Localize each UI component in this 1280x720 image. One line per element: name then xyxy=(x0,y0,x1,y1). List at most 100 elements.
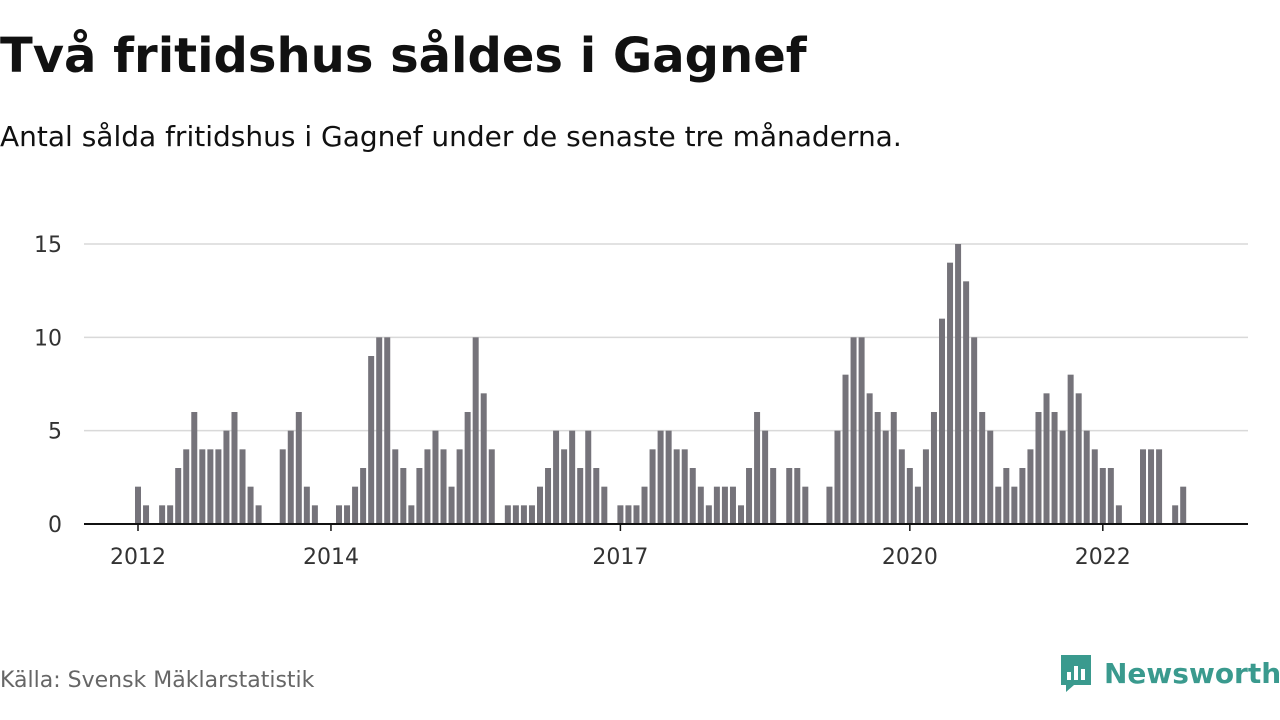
bar xyxy=(1156,449,1163,524)
bar xyxy=(995,486,1002,524)
bar xyxy=(1115,505,1122,524)
bar xyxy=(866,393,873,524)
bar xyxy=(971,337,978,524)
bar xyxy=(593,468,600,524)
x-tick-label: 2017 xyxy=(592,545,648,570)
bar xyxy=(183,449,190,524)
bar xyxy=(1180,486,1187,524)
bar xyxy=(344,505,351,524)
bar xyxy=(352,486,359,524)
x-tick-label: 2022 xyxy=(1075,545,1131,570)
y-tick-label: 15 xyxy=(34,233,62,258)
bar xyxy=(537,486,543,524)
bar xyxy=(906,468,913,524)
bar xyxy=(472,337,479,524)
bar xyxy=(175,468,182,524)
bar xyxy=(1051,412,1058,524)
bar xyxy=(279,449,286,524)
bar-chart: 0 5 10 15 2 2012 2014 2017 2020 2022 xyxy=(34,215,1248,570)
bar xyxy=(247,486,254,524)
bar xyxy=(882,430,889,524)
bar xyxy=(922,449,929,524)
bar xyxy=(440,449,447,524)
bar xyxy=(842,374,849,524)
bar xyxy=(826,486,833,524)
bar xyxy=(448,486,455,524)
bar xyxy=(625,505,632,524)
bar xyxy=(424,449,431,524)
bar xyxy=(207,449,214,524)
highlight-value-label: 2 xyxy=(1185,215,1199,221)
bar xyxy=(947,262,954,524)
bar xyxy=(987,430,994,524)
bar xyxy=(955,244,962,524)
bar xyxy=(287,430,294,524)
bar xyxy=(641,486,648,524)
bar xyxy=(1140,449,1146,524)
bar xyxy=(657,430,664,524)
bar xyxy=(786,468,793,524)
bar xyxy=(368,356,375,524)
bar xyxy=(135,486,141,524)
x-tick-label: 2020 xyxy=(882,545,938,570)
bar xyxy=(464,412,471,524)
chart-subtitle: Antal sålda fritidshus i Gagnef under de… xyxy=(0,120,902,153)
bar xyxy=(553,430,560,524)
bar xyxy=(721,486,728,524)
bar xyxy=(874,412,881,524)
bar xyxy=(689,468,696,524)
bar xyxy=(858,337,865,524)
bar xyxy=(770,468,777,524)
bar xyxy=(520,505,527,524)
bar xyxy=(456,449,463,524)
bar xyxy=(930,412,937,524)
bar xyxy=(400,468,407,524)
bar xyxy=(569,430,576,524)
bar xyxy=(1107,468,1114,524)
bar xyxy=(504,505,511,524)
bar xyxy=(384,337,391,524)
bar xyxy=(834,430,841,524)
bar xyxy=(528,505,535,524)
bar xyxy=(311,505,318,524)
bar xyxy=(1075,393,1082,524)
bar xyxy=(159,505,166,524)
bar xyxy=(239,449,246,524)
bar xyxy=(143,505,150,524)
bar xyxy=(705,505,712,524)
bar xyxy=(979,412,986,524)
bar xyxy=(1011,486,1018,524)
bar xyxy=(1059,430,1066,524)
bar xyxy=(480,393,487,524)
bar xyxy=(850,337,857,524)
bar xyxy=(802,486,809,524)
bar xyxy=(601,486,608,524)
bar xyxy=(697,486,704,524)
bar xyxy=(488,449,495,524)
bar xyxy=(665,430,672,524)
bar xyxy=(1043,393,1050,524)
bar xyxy=(1099,468,1106,524)
bar xyxy=(408,505,415,524)
bar xyxy=(890,412,897,524)
brand-name: Newsworthy xyxy=(1104,656,1280,690)
bar xyxy=(713,486,720,524)
bar xyxy=(392,449,399,524)
x-tick-label: 2014 xyxy=(303,545,359,570)
bar xyxy=(561,449,568,524)
y-tick-label: 0 xyxy=(48,513,62,538)
x-tick-label: 2012 xyxy=(110,545,166,570)
bar xyxy=(1172,505,1179,524)
bar xyxy=(585,430,592,524)
bar xyxy=(336,505,342,524)
bar xyxy=(754,412,761,524)
bar xyxy=(794,468,801,524)
brand-logo[interactable]: Newsworthy xyxy=(1058,652,1280,694)
bar xyxy=(255,505,262,524)
bar xyxy=(673,449,680,524)
bar xyxy=(199,449,206,524)
bar xyxy=(1148,449,1155,524)
bar xyxy=(1019,468,1026,524)
chart-title: Två fritidshus såldes i Gagnef xyxy=(0,28,807,84)
bar xyxy=(738,505,744,524)
